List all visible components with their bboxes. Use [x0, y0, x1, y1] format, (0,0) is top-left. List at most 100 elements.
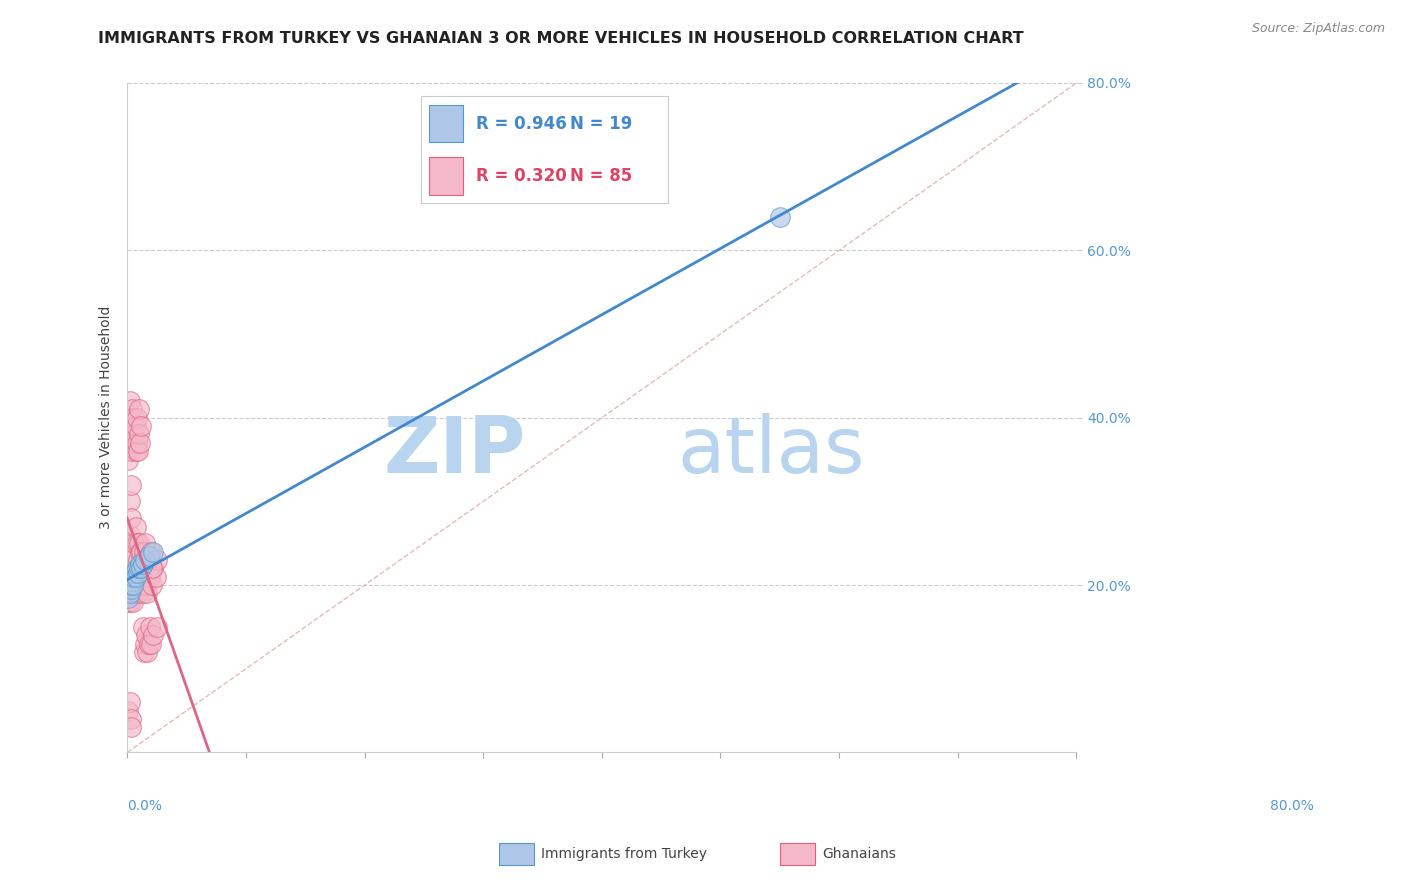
Point [142, 544, 165, 558]
Point [131, 544, 153, 558]
Point [121, 427, 143, 442]
Point [122, 570, 145, 584]
Point [124, 444, 146, 458]
Point [125, 410, 148, 425]
Point [128, 561, 150, 575]
Point [120, 444, 142, 458]
Point [124, 570, 146, 584]
Text: ZIP: ZIP [384, 413, 526, 489]
Point [139, 620, 162, 634]
Point [134, 561, 156, 575]
Point [131, 419, 153, 434]
Point [132, 544, 155, 558]
Point [134, 637, 156, 651]
Point [117, 410, 139, 425]
Point [122, 435, 145, 450]
Point [129, 435, 152, 450]
Point [122, 578, 145, 592]
Point [118, 586, 141, 600]
Point [122, 595, 145, 609]
Point [127, 553, 149, 567]
Point [132, 570, 155, 584]
Text: Immigrants from Turkey: Immigrants from Turkey [541, 847, 707, 861]
Point [136, 586, 159, 600]
Point [136, 645, 159, 659]
Text: IMMIGRANTS FROM TURKEY VS GHANAIAN 3 OR MORE VEHICLES IN HOUSEHOLD CORRELATION C: IMMIGRANTS FROM TURKEY VS GHANAIAN 3 OR … [98, 31, 1024, 46]
Point [131, 578, 153, 592]
Point [127, 586, 149, 600]
Point [141, 561, 163, 575]
Point [118, 695, 141, 709]
Point [131, 553, 153, 567]
Point [125, 561, 148, 575]
Point [128, 570, 150, 584]
Y-axis label: 3 or more Vehicles in Household: 3 or more Vehicles in Household [100, 306, 114, 529]
Point [124, 419, 146, 434]
Point [121, 561, 143, 575]
Point [138, 561, 160, 575]
Point [124, 578, 146, 592]
Text: 0.0%: 0.0% [128, 799, 162, 814]
Point [128, 536, 150, 550]
Point [117, 595, 139, 609]
Point [124, 566, 146, 580]
Point [131, 620, 153, 634]
Point [132, 645, 155, 659]
Point [118, 528, 141, 542]
Point [118, 435, 141, 450]
Point [118, 494, 141, 508]
Point [127, 561, 149, 575]
Point [125, 570, 148, 584]
Point [122, 578, 145, 592]
Point [135, 628, 157, 642]
Point [125, 578, 148, 592]
Point [145, 570, 167, 584]
Point [131, 586, 153, 600]
Point [128, 402, 150, 417]
Point [146, 553, 169, 567]
Point [118, 595, 141, 609]
Point [128, 578, 150, 592]
Point [120, 578, 142, 592]
Point [120, 578, 142, 592]
Point [124, 578, 146, 592]
Point [135, 578, 157, 592]
Point [146, 620, 169, 634]
Point [139, 570, 162, 584]
Point [121, 544, 143, 558]
Point [120, 720, 142, 734]
Point [129, 578, 152, 592]
Point [131, 561, 153, 575]
Point [117, 704, 139, 718]
Point [769, 210, 792, 224]
Point [138, 637, 160, 651]
Point [141, 578, 163, 592]
Point [120, 477, 142, 491]
Point [124, 536, 146, 550]
Point [124, 586, 146, 600]
Point [122, 410, 145, 425]
Point [134, 553, 156, 567]
Point [124, 519, 146, 533]
Point [124, 570, 146, 584]
Point [142, 561, 165, 575]
Point [127, 566, 149, 580]
Point [139, 637, 162, 651]
Point [120, 511, 142, 525]
Point [128, 427, 150, 442]
Point [120, 712, 142, 726]
Point [117, 561, 139, 575]
Point [117, 452, 139, 467]
Point [117, 578, 139, 592]
Point [129, 557, 152, 571]
Point [131, 557, 153, 571]
Point [117, 591, 139, 605]
Point [139, 544, 162, 558]
Point [125, 435, 148, 450]
Point [135, 553, 157, 567]
Point [120, 582, 142, 597]
Point [122, 553, 145, 567]
Point [120, 419, 142, 434]
Text: Source: ZipAtlas.com: Source: ZipAtlas.com [1251, 22, 1385, 36]
Point [124, 427, 146, 442]
